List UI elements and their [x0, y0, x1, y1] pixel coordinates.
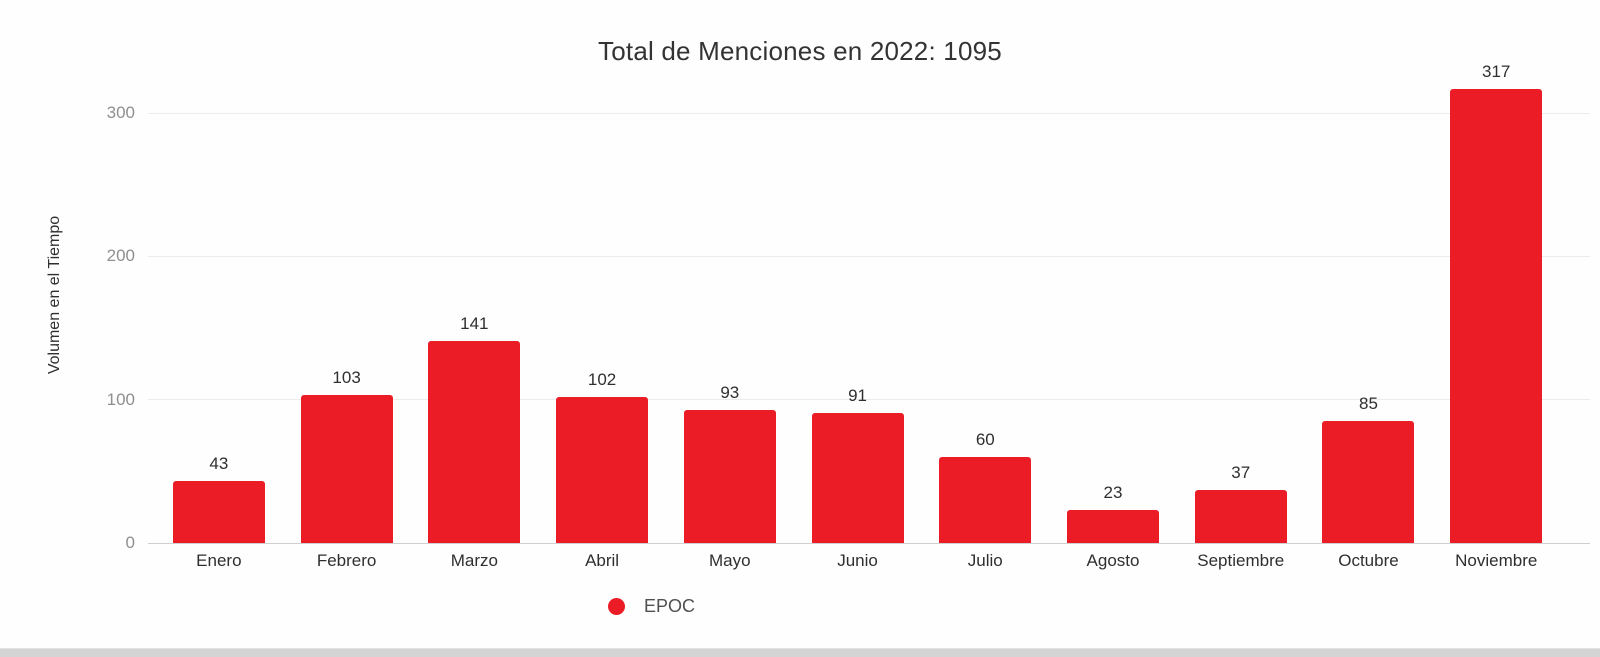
bar-value-label: 85	[1359, 394, 1378, 414]
bar-group-abril: 102	[538, 0, 666, 543]
bar-febrero[interactable]	[300, 395, 393, 543]
bar-value-label: 37	[1231, 462, 1251, 482]
x-axis-label-agosto: Agosto	[1086, 551, 1140, 570]
y-axis-title: Volumen en el Tiempo	[46, 215, 63, 375]
bar-septiembre[interactable]	[1194, 489, 1287, 543]
x-axis-label-enero: Enero	[196, 551, 242, 570]
bar-value-label: 60	[975, 430, 995, 449]
y-tick-label: 300	[106, 103, 135, 122]
bar-group-marzo: 141	[410, 0, 538, 543]
bar-group-agosto: 23	[1049, 0, 1177, 543]
plot-area: 43 103 141 102 93 91 60 23 37 85 317	[148, 0, 1590, 544]
gridline	[148, 112, 1590, 114]
bar-value-label: 93	[720, 382, 740, 402]
legend[interactable]: EPOC	[608, 596, 695, 617]
legend-label: EPOC	[644, 596, 696, 616]
bars-row: 43 103 141 102 93 91 60 23 37 85 317	[155, 0, 1560, 543]
x-axis-label-septiembre: Septiembre	[1197, 551, 1285, 570]
bar-group-septiembre: 37	[1177, 0, 1305, 543]
bar-value-label: 317	[1482, 61, 1511, 81]
y-tick-label: 200	[106, 246, 135, 266]
bar-value-label: 91	[848, 385, 867, 405]
chart-title: Total de Menciones en 2022: 1095	[598, 36, 1002, 66]
y-tick-label: 100	[106, 389, 135, 409]
gridline	[148, 399, 1590, 401]
bar-group-junio: 91	[794, 0, 922, 543]
bar-junio[interactable]	[811, 412, 904, 543]
x-axis-label-febrero: Febrero	[316, 551, 377, 570]
legend-circle-icon	[608, 598, 625, 615]
x-axis-label-noviembre: Noviembre	[1455, 551, 1538, 570]
bar-value-label: 23	[1103, 483, 1123, 503]
bar-julio[interactable]	[939, 457, 1032, 543]
bar-group-mayo: 93	[666, 0, 794, 543]
bar-group-octubre: 85	[1305, 0, 1433, 543]
bar-group-enero: 43	[155, 0, 283, 543]
bar-marzo[interactable]	[428, 340, 521, 543]
bar-value-label: 43	[209, 454, 229, 474]
bar-group-julio: 60	[921, 0, 1049, 543]
bar-group-febrero: 103	[283, 0, 411, 543]
bar-octubre[interactable]	[1322, 421, 1415, 543]
x-axis-label-octubre: Octubre	[1338, 551, 1399, 570]
bar-value-label: 103	[332, 368, 361, 388]
x-axis-label-junio: Junio	[837, 551, 878, 570]
bottom-edge-strip	[0, 648, 1600, 657]
bar-noviembre[interactable]	[1450, 88, 1543, 543]
bar-mayo[interactable]	[683, 409, 776, 543]
x-axis-label-marzo: Marzo	[450, 551, 498, 570]
x-axis-baseline	[148, 542, 1590, 544]
y-tick-label: 0	[125, 533, 135, 552]
bar-value-label: 102	[587, 369, 617, 389]
x-axis-label-julio: Julio	[967, 551, 1003, 570]
bar-abril[interactable]	[556, 396, 649, 543]
x-axis-labels: Enero Febrero Marzo Abril Mayo Junio Julio Agos…	[155, 551, 1560, 571]
bar-value-label: 141	[460, 313, 489, 333]
bar-agosto[interactable]	[1067, 510, 1159, 543]
gridline	[148, 255, 1590, 257]
bar-group-noviembre: 317	[1432, 0, 1560, 543]
x-axis-label-mayo: Mayo	[709, 551, 751, 570]
bar-enero[interactable]	[172, 481, 265, 543]
x-axis-label-abril: Abril	[585, 551, 620, 570]
